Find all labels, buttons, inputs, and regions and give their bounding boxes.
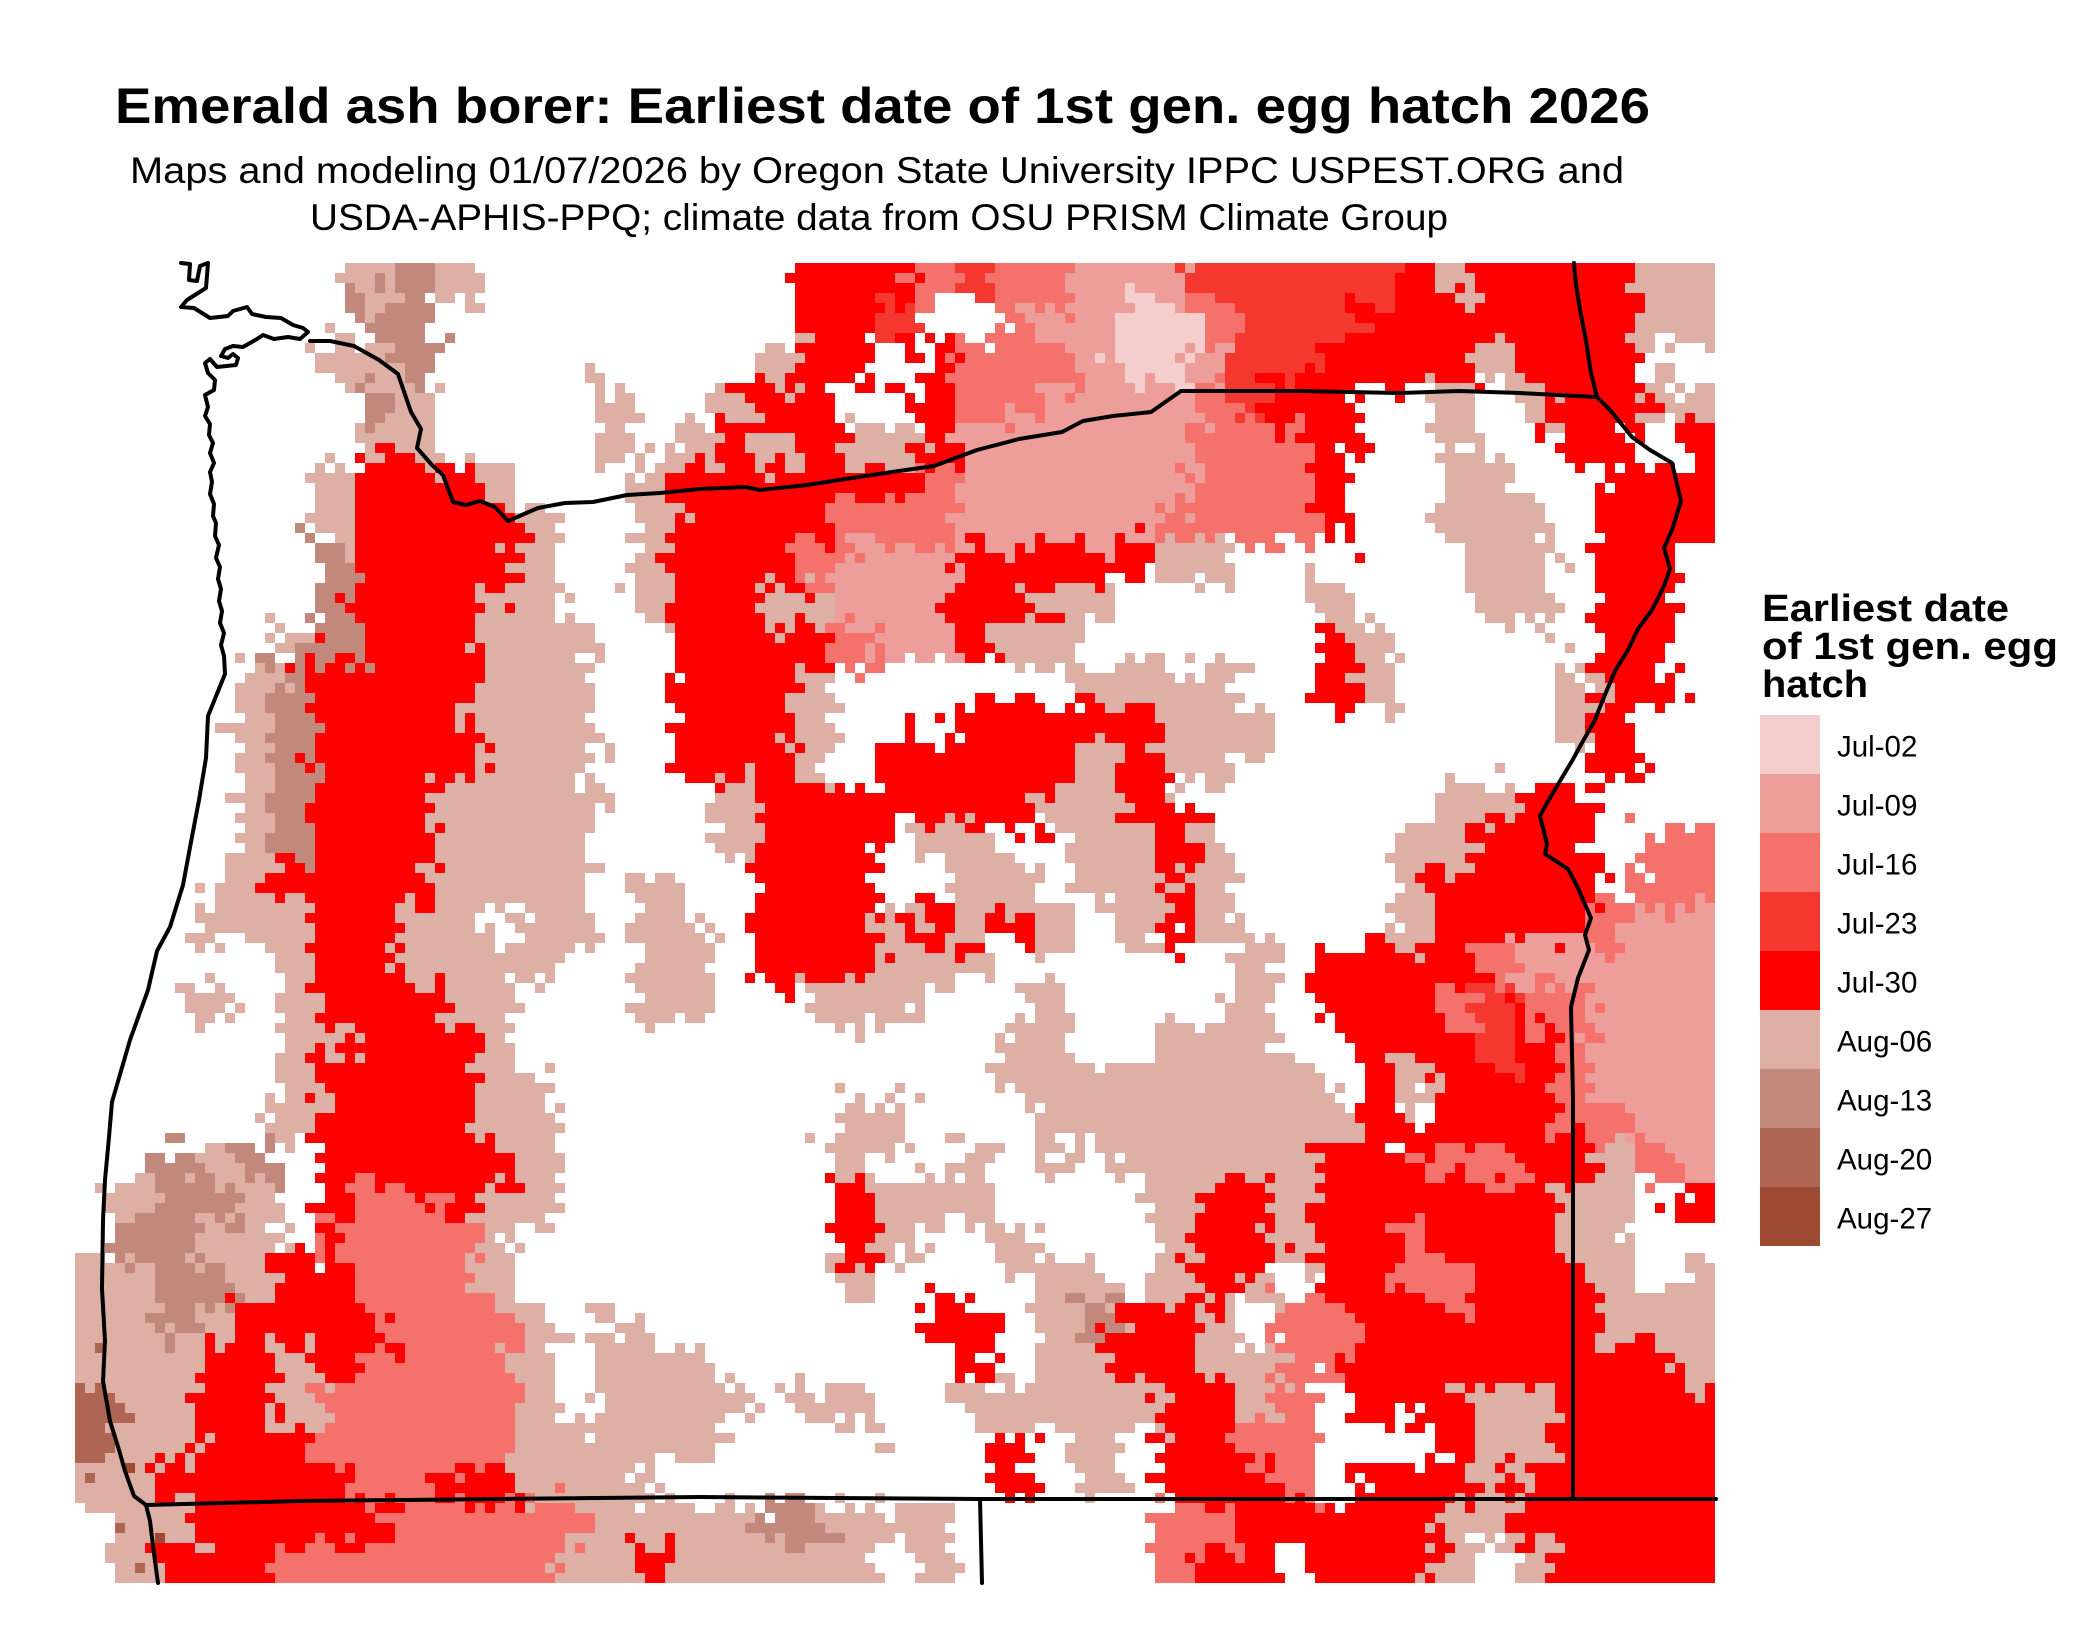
- svg-text:Aug-06: Aug-06: [1837, 1026, 1932, 1059]
- svg-text:of 1st gen. egg: of 1st gen. egg: [1762, 626, 2058, 668]
- svg-text:Jul-16: Jul-16: [1837, 849, 1917, 882]
- svg-text:Emerald ash borer: Earliest da: Emerald ash borer: Earliest date of 1st …: [115, 78, 1650, 134]
- svg-text:Jul-23: Jul-23: [1837, 908, 1917, 941]
- svg-text:USDA-APHIS-PPQ; climate data f: USDA-APHIS-PPQ; climate data from OSU PR…: [310, 197, 1448, 238]
- svg-text:Maps and modeling 01/07/2026 b: Maps and modeling 01/07/2026 by Oregon S…: [130, 150, 1624, 191]
- svg-text:hatch: hatch: [1762, 664, 1868, 706]
- svg-text:Earliest date: Earliest date: [1762, 588, 2009, 630]
- svg-text:Aug-13: Aug-13: [1837, 1085, 1932, 1118]
- svg-text:Jul-02: Jul-02: [1837, 731, 1917, 764]
- svg-text:Jul-30: Jul-30: [1837, 967, 1917, 1000]
- svg-text:Aug-20: Aug-20: [1837, 1144, 1932, 1177]
- svg-text:Jul-09: Jul-09: [1837, 790, 1917, 823]
- svg-text:Aug-27: Aug-27: [1837, 1203, 1932, 1236]
